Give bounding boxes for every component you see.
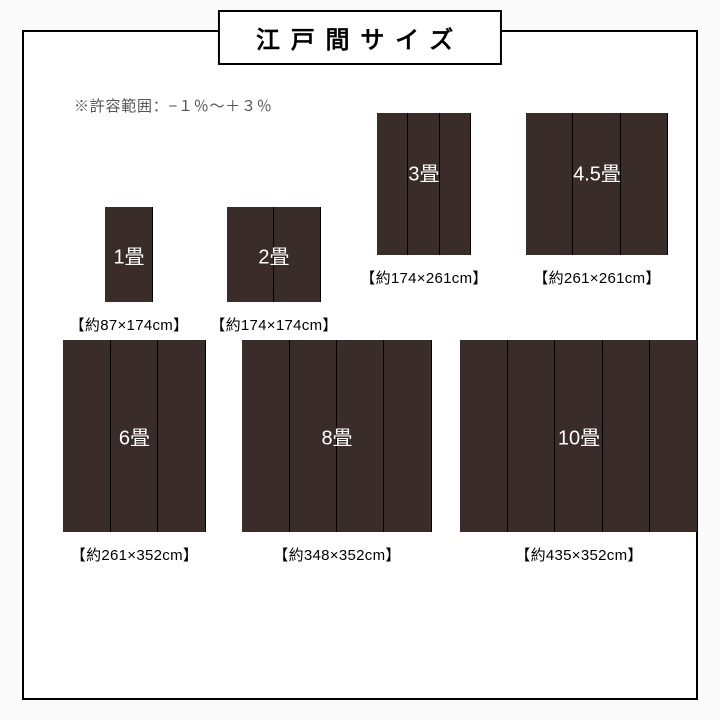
tatami-panel (440, 113, 472, 255)
tatami-panel (408, 113, 440, 255)
tatami-panel (621, 113, 668, 255)
tatami-panel (526, 113, 573, 255)
tatami-panel (242, 340, 289, 532)
dimension-label: 【約261×352cm】 (52, 544, 217, 565)
size-cell: 6畳【約261×352cm】 (52, 340, 217, 565)
size-cell: 1畳【約87×174cm】 (64, 160, 194, 335)
dimension-label: 【約435×352cm】 (454, 544, 704, 565)
tatami-mat: 2畳 (227, 207, 322, 302)
tatami-panel (508, 340, 555, 532)
dimension-label: 【約87×174cm】 (64, 314, 194, 335)
tatami-panel (555, 340, 602, 532)
tatami-panel (105, 207, 152, 302)
tatami-panel (337, 340, 384, 532)
tatami-panel (603, 340, 650, 532)
tatami-mat: 8畳 (242, 340, 432, 532)
dimension-label: 【約348×352cm】 (232, 544, 442, 565)
tatami-mat: 4.5畳 (526, 113, 668, 255)
size-cell: 4.5畳【約261×261cm】 (504, 113, 690, 288)
tatami-panel (573, 113, 620, 255)
dimension-label: 【約261×261cm】 (504, 267, 690, 288)
tatami-panel (290, 340, 337, 532)
tatami-panel (460, 340, 507, 532)
dimension-label: 【約174×261cm】 (354, 267, 494, 288)
size-cell: 10畳【約435×352cm】 (454, 340, 704, 565)
tatami-panel (158, 340, 205, 532)
tatami-panel (63, 340, 110, 532)
tatami-panel (111, 340, 158, 532)
size-cell: 3畳【約174×261cm】 (354, 113, 494, 288)
size-cell: 8畳【約348×352cm】 (232, 340, 442, 565)
tatami-panel (377, 113, 409, 255)
tatami-panel (274, 207, 321, 302)
dimension-label: 【約174×174cm】 (204, 314, 344, 335)
tatami-mat: 10畳 (460, 340, 697, 532)
tatami-panel (227, 207, 274, 302)
tatami-panel (384, 340, 431, 532)
tatami-panel (650, 340, 697, 532)
size-cell: 2畳【約174×174cm】 (204, 160, 344, 335)
mats-container: 1畳【約87×174cm】2畳【約174×174cm】3畳【約174×261cm… (22, 30, 698, 700)
tatami-mat: 1畳 (105, 207, 152, 302)
tatami-mat: 6畳 (63, 340, 205, 532)
tatami-mat: 3畳 (377, 113, 472, 255)
